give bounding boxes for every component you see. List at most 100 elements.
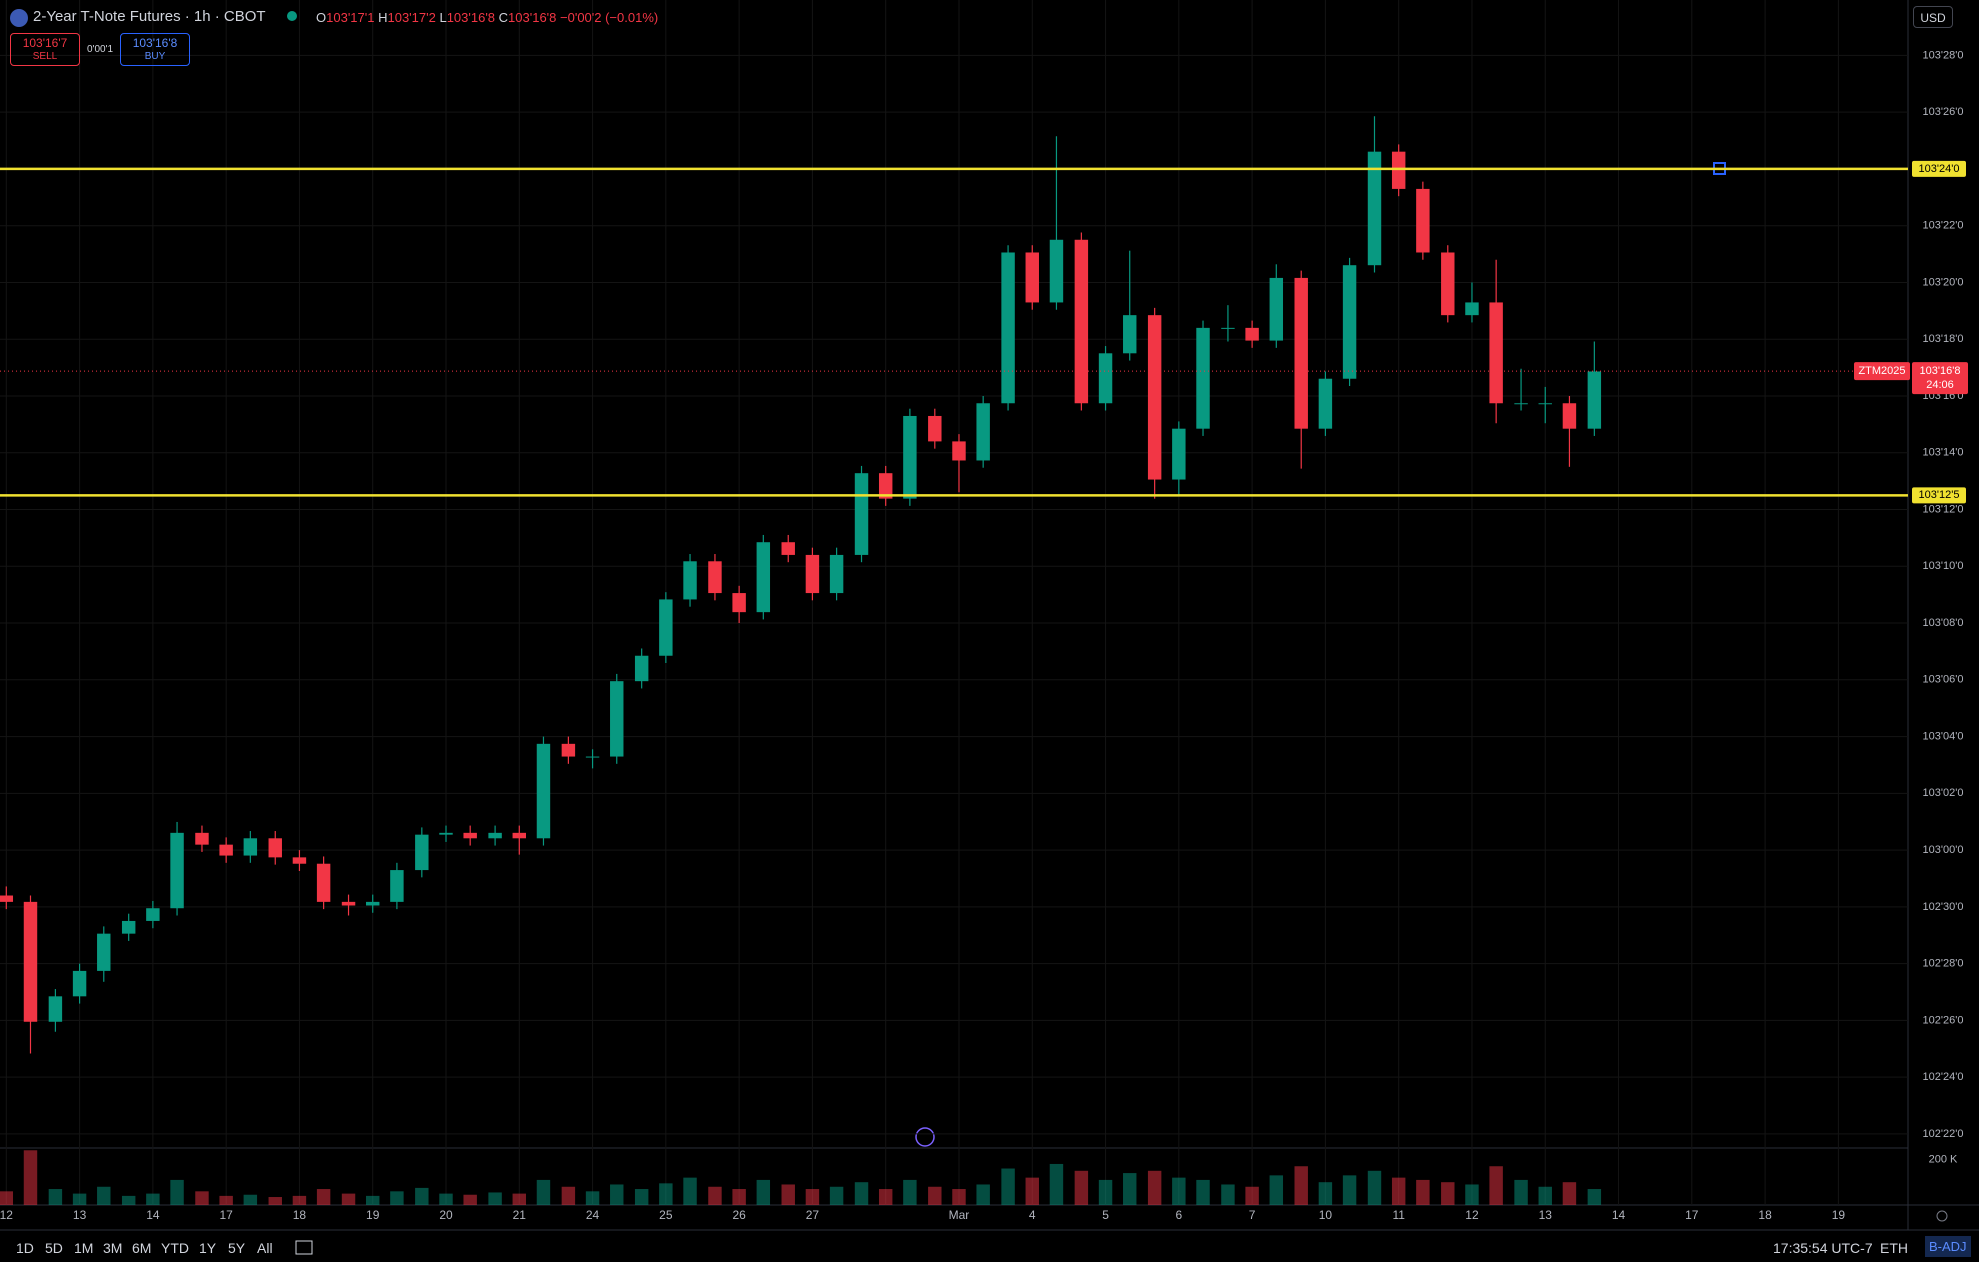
candle-body xyxy=(878,473,893,499)
x-tick-label: 13 xyxy=(73,1208,87,1222)
line-price-box xyxy=(1912,160,1966,177)
volume-bar xyxy=(1221,1184,1235,1205)
y-tick-label: 103'22'0 xyxy=(1923,220,1964,232)
candle-body xyxy=(1245,327,1259,341)
volume-bar xyxy=(1441,1182,1455,1205)
range-button[interactable]: 1M xyxy=(74,1240,94,1256)
adjust-button[interactable]: B-ADJ xyxy=(1925,1236,1971,1257)
change: −0'00'2 (−0.01%) xyxy=(560,10,659,25)
candle-body xyxy=(268,838,282,858)
scroll-button[interactable] xyxy=(915,1127,935,1147)
sell-button[interactable]: 103'16'7 SELL xyxy=(10,33,80,66)
settings-icon[interactable] xyxy=(1936,1210,1948,1222)
candle-body xyxy=(121,920,136,934)
volume-bar xyxy=(1514,1179,1528,1205)
volume-bar xyxy=(536,1179,551,1205)
currency-button[interactable]: USD xyxy=(1913,6,1953,28)
x-tick-label: 12 xyxy=(0,1208,13,1222)
candle-body xyxy=(854,473,869,555)
range-button[interactable]: 1Y xyxy=(199,1240,217,1256)
range-button[interactable]: 6M xyxy=(132,1240,152,1256)
line-price-label: 103'12'5 xyxy=(1919,489,1960,501)
candle-body xyxy=(316,863,331,902)
volume-bar xyxy=(292,1195,307,1205)
label: L xyxy=(439,10,447,25)
candle-body xyxy=(1221,327,1235,329)
range-button[interactable]: 5Y xyxy=(228,1240,246,1256)
volume-bar xyxy=(1391,1177,1406,1205)
symbol-title: 2-Year T-Note Futures · 1h · CBOT xyxy=(33,8,266,25)
y-tick-label: 102'26'0 xyxy=(1923,1014,1964,1026)
volume-bar xyxy=(903,1179,917,1205)
volume-bar xyxy=(48,1189,63,1205)
y-tick-label: 102'24'0 xyxy=(1923,1071,1964,1083)
y-tick-label: 102'22'0 xyxy=(1923,1128,1964,1140)
y-tick-label: 102'28'0 xyxy=(1923,958,1964,970)
range-button[interactable]: 3M xyxy=(103,1240,123,1256)
volume-bar xyxy=(121,1195,136,1205)
volume-bar xyxy=(146,1193,160,1205)
candle-body xyxy=(341,901,356,906)
volume-bar xyxy=(23,1150,38,1205)
volume-bar xyxy=(756,1179,771,1205)
volume-bar xyxy=(390,1191,404,1205)
candle-body xyxy=(1172,428,1186,480)
candle-body xyxy=(1074,239,1089,404)
candle-body xyxy=(23,901,38,1022)
line-price-label: 103'24'0 xyxy=(1919,163,1960,175)
volume-bar xyxy=(683,1177,697,1205)
candle-body xyxy=(1269,277,1284,341)
volume-bar xyxy=(1245,1186,1259,1205)
candle-body xyxy=(219,844,233,856)
candle-body xyxy=(170,832,184,909)
candle-body xyxy=(829,554,844,594)
candle-body xyxy=(1538,403,1552,405)
y-tick-label: 103'12'0 xyxy=(1923,503,1964,515)
symbol-label: ZTM2025 xyxy=(1858,365,1905,377)
range-button[interactable]: 1D xyxy=(16,1240,34,1256)
volume-bar xyxy=(1489,1166,1503,1205)
volume-bar xyxy=(1098,1179,1113,1205)
candle-body xyxy=(1196,327,1210,429)
range-button[interactable]: All xyxy=(257,1240,273,1256)
session-button[interactable]: ETH xyxy=(1880,1240,1908,1256)
candle-body xyxy=(1147,315,1162,480)
volume-bar xyxy=(1465,1184,1479,1205)
range-button[interactable]: YTD xyxy=(161,1240,189,1256)
candle-body xyxy=(732,593,746,613)
volume-bar xyxy=(1294,1166,1308,1205)
candle-body xyxy=(610,681,624,757)
candle-body xyxy=(1587,371,1602,429)
candle-body xyxy=(1514,403,1528,405)
candle-body xyxy=(708,561,722,594)
symbol-box xyxy=(1854,362,1910,381)
candle-body xyxy=(1001,252,1015,404)
volume-bar xyxy=(561,1186,576,1205)
volume-bar xyxy=(1025,1177,1039,1205)
candle-body xyxy=(1123,315,1137,354)
candle-body xyxy=(1562,403,1577,429)
range-button[interactable]: 5D xyxy=(45,1240,63,1256)
volume-bar xyxy=(1269,1175,1284,1205)
candle-body xyxy=(439,832,453,835)
x-tick-label: 21 xyxy=(513,1208,527,1222)
volume-bar xyxy=(463,1194,477,1205)
clock: 17:35:54 UTC-7 xyxy=(1773,1240,1873,1256)
volume-bar xyxy=(1318,1182,1333,1205)
buy-button[interactable]: 103'16'8 BUY xyxy=(120,33,190,66)
volume-bar xyxy=(732,1189,746,1205)
label: H xyxy=(378,10,388,25)
x-tick-label: 13 xyxy=(1539,1208,1553,1222)
status-dot xyxy=(287,11,297,21)
candle-body xyxy=(805,554,820,594)
volume-bar xyxy=(854,1182,869,1205)
y-tick-label: 103'28'0 xyxy=(1923,49,1964,61)
x-tick-label: 14 xyxy=(1612,1208,1626,1222)
volume-bar xyxy=(1147,1170,1162,1205)
volume-bar xyxy=(439,1193,453,1205)
x-tick-label: 14 xyxy=(146,1208,160,1222)
volume-bar xyxy=(781,1184,795,1205)
date-range-icon[interactable] xyxy=(295,1240,313,1255)
